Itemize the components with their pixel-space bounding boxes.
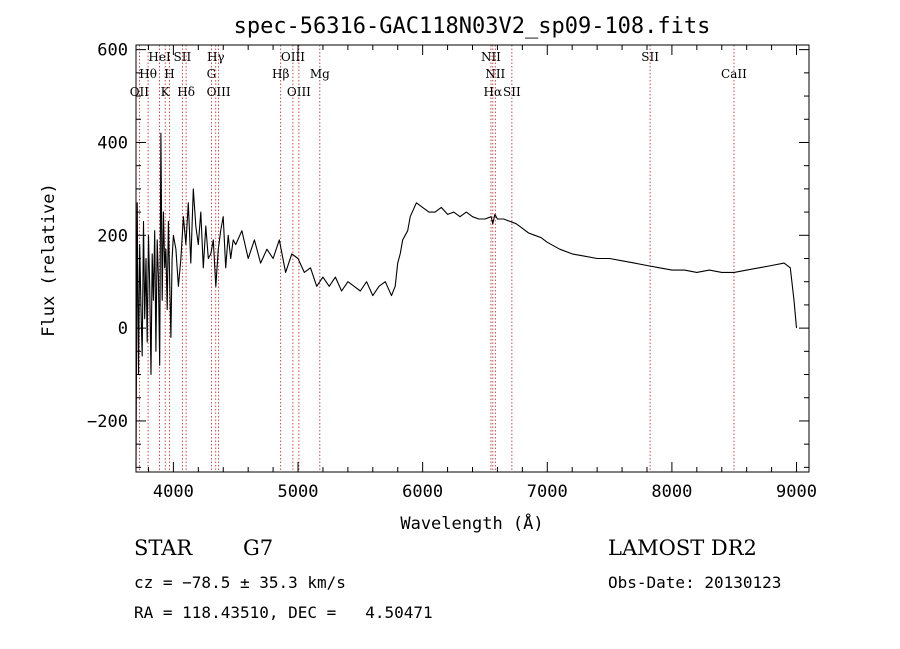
line-annotation: G xyxy=(207,67,217,81)
line-annotation: NII xyxy=(485,67,505,81)
line-annotation: Hθ xyxy=(139,67,157,81)
line-annotation: Hα xyxy=(484,85,503,99)
x-tick-label: 7000 xyxy=(527,482,568,502)
line-annotation: Hγ xyxy=(207,50,225,64)
line-annotation: OIII xyxy=(207,85,231,99)
line-annotation: CaII xyxy=(721,67,747,81)
y-tick-label: 400 xyxy=(97,133,128,153)
line-annotation: Mg xyxy=(310,67,330,81)
survey-name: LAMOST DR2 xyxy=(608,536,757,560)
x-axis-label: Wavelength (Å) xyxy=(400,512,543,534)
line-annotation: H xyxy=(164,67,174,81)
line-annotation: Hδ xyxy=(177,85,195,99)
line-annotation: SII xyxy=(174,50,192,64)
line-annotation: OIII xyxy=(287,85,311,99)
line-annotation: Hβ xyxy=(272,67,289,81)
line-annotation: SII xyxy=(641,50,659,64)
observation-date: Obs-Date: 20130123 xyxy=(608,573,782,592)
axes: 4000 5000 6000 7000 8000 9000 −200 0 200 400 600 xyxy=(87,41,817,502)
object-type: STAR xyxy=(134,536,193,560)
chart-title: spec-56316-GAC118N03V2_sp09-108.fits xyxy=(234,14,711,39)
x-tick-label: 8000 xyxy=(651,482,692,502)
y-tick-label: 200 xyxy=(97,226,128,246)
plot-frame xyxy=(135,44,810,473)
x-tick-label: 6000 xyxy=(402,482,443,502)
line-annotation: OII xyxy=(130,85,150,99)
y-tick-label: −200 xyxy=(87,412,128,432)
y-tick-label: 600 xyxy=(97,41,128,61)
line-annotations: OIIHθHeIKHSIIHδHγGOIIIHβOIIIOIIIMgNIINII… xyxy=(130,50,747,99)
line-annotation: K xyxy=(161,85,171,99)
line-annotation: SII xyxy=(503,85,521,99)
object-subclass: G7 xyxy=(243,536,274,560)
x-tick-label: 5000 xyxy=(278,482,319,502)
y-tick-label: 0 xyxy=(118,319,128,339)
redshift-velocity: cz = −78.5 ± 35.3 km/s xyxy=(134,573,346,592)
line-annotation: NII xyxy=(481,50,501,64)
spectrum-series xyxy=(135,132,798,468)
y-axis-label: Flux (relative) xyxy=(39,183,59,337)
x-tick-label: 9000 xyxy=(776,482,817,502)
x-tick-label: 4000 xyxy=(153,482,194,502)
line-annotation: HeI xyxy=(148,50,171,64)
spectrum-line xyxy=(135,132,798,468)
marker-lines xyxy=(138,45,735,472)
line-annotation: OIII xyxy=(281,50,305,64)
coordinates: RA = 118.43510, DEC = 4.50471 xyxy=(134,603,433,622)
